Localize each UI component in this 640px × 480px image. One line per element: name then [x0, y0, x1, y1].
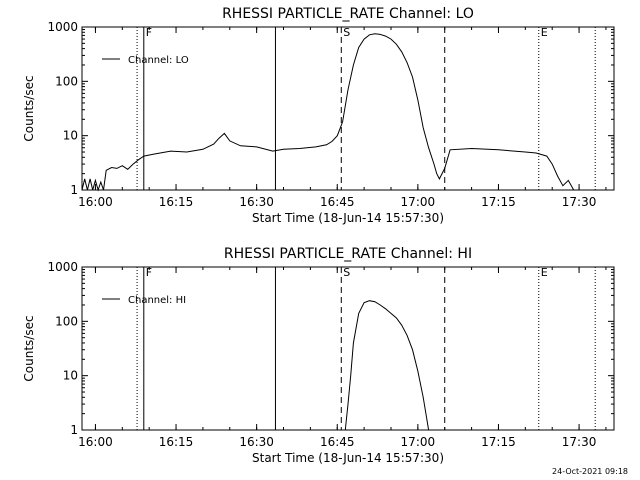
chart1-y-tick-label: 1000: [47, 20, 78, 34]
footer-timestamp: 24-Oct-2021 09:18: [552, 467, 628, 476]
chart1-y-tick-label: 10: [63, 129, 78, 143]
chart1-x-tick-label: 16:30: [239, 195, 274, 209]
chart1-title: RHESSI PARTICLE_RATE Channel: LO: [222, 6, 474, 22]
chart1-marker-label: F: [146, 26, 152, 39]
chart2-marker-label: E: [541, 266, 548, 279]
chart1-x-tick-label: 16:45: [320, 195, 355, 209]
chart2-marker-label: S: [343, 266, 350, 279]
chart1-plot-frame: [81, 26, 615, 191]
chart1-legend-label: Channel: LO: [128, 55, 189, 66]
chart1-marker-label: E: [541, 26, 548, 39]
chart1-x-tick-label: 16:15: [159, 195, 194, 209]
chart2-y-tick-label: 1: [70, 423, 78, 437]
chart1-y-tick-label: 100: [55, 74, 78, 88]
chart2-series-line: [344, 300, 430, 431]
chart2-y-tick-label: 1000: [47, 260, 78, 274]
chart2-plot-frame: [81, 266, 615, 431]
chart1-x-axis-label: Start Time (18-Jun-14 15:57:30): [252, 211, 444, 225]
chart1-marker-label: S: [343, 26, 350, 39]
chart2-title: RHESSI PARTICLE_RATE Channel: HI: [224, 246, 472, 262]
chart1-y-tick-label: 1: [70, 183, 78, 197]
chart1-x-tick-label: 16:00: [78, 195, 113, 209]
chart1-x-tick-label: 17:30: [562, 195, 597, 209]
chart2-x-tick-label: 16:45: [320, 435, 355, 449]
chart1-series-line: [81, 33, 580, 192]
chart2-x-tick-label: 16:30: [239, 435, 274, 449]
chart2-x-axis-label: Start Time (18-Jun-14 15:57:30): [252, 451, 444, 465]
chart2-legend-label: Channel: HI: [128, 295, 186, 306]
chart2-marker-label: F: [146, 266, 152, 279]
chart2-x-tick-label: 16:00: [78, 435, 113, 449]
chart2-y-tick-label: 10: [63, 369, 78, 383]
chart2-x-tick-label: 17:00: [401, 435, 436, 449]
chart2-y-tick-label: 100: [55, 314, 78, 328]
chart2-y-axis-label: Counts/sec: [22, 315, 36, 381]
chart1-x-tick-label: 17:15: [481, 195, 516, 209]
chart2-x-tick-label: 16:15: [159, 435, 194, 449]
chart2-x-tick-label: 17:15: [481, 435, 516, 449]
chart1-x-tick-label: 17:00: [401, 195, 436, 209]
chart1-y-axis-label: Counts/sec: [22, 75, 36, 141]
chart2-x-tick-label: 17:30: [562, 435, 597, 449]
